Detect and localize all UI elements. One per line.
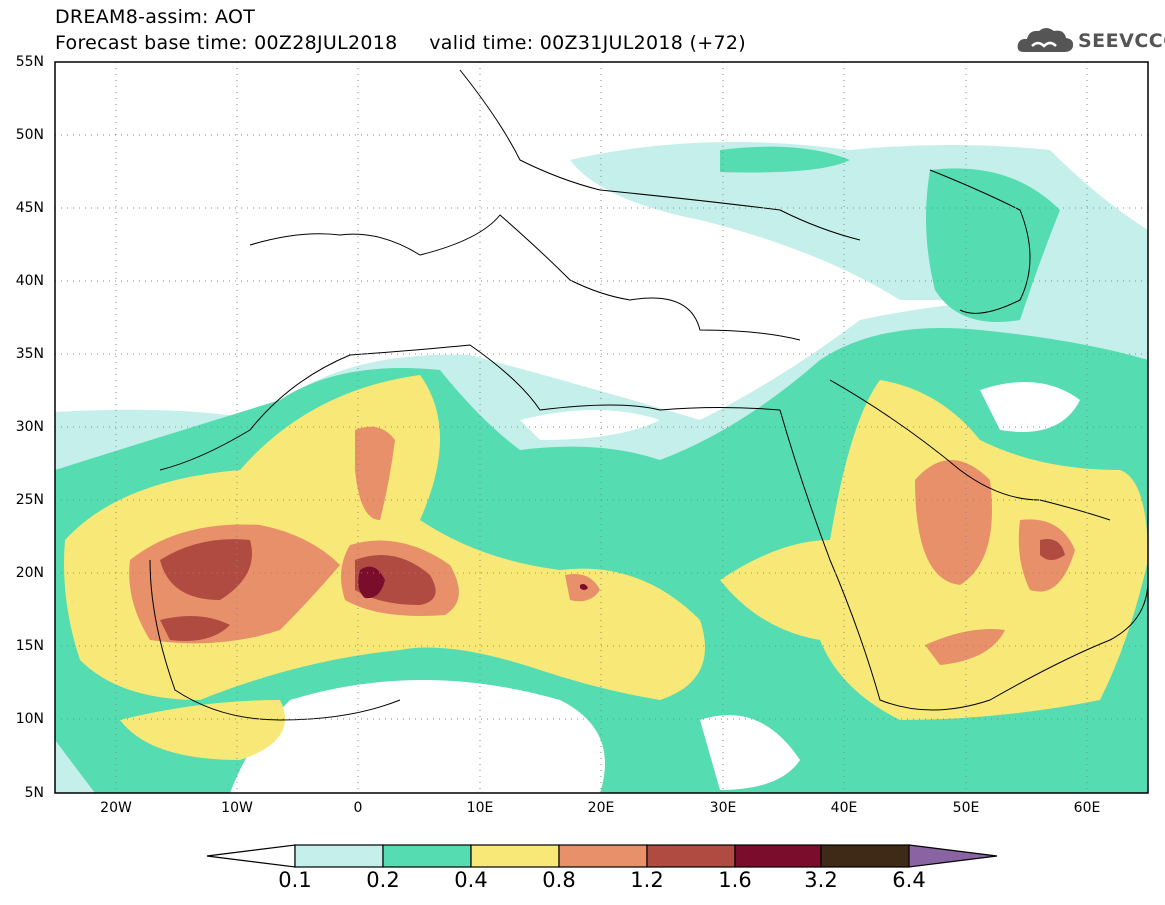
- seevccc-logo: SEEVCCC: [1016, 24, 1165, 58]
- lat-label-10n: 10N: [15, 711, 44, 727]
- logo-text: SEEVCCC: [1078, 30, 1165, 52]
- coastlines: [149, 69, 1148, 721]
- lat-label-50n: 50N: [15, 127, 44, 143]
- forecast-time-line: Forecast base time: 00Z28JUL2018 valid t…: [55, 32, 746, 54]
- lat-label-40n: 40N: [15, 273, 44, 289]
- lat-label-45n: 45N: [15, 200, 44, 216]
- lat-label-30n: 30N: [15, 419, 44, 435]
- lon-label-30e: 30E: [709, 800, 737, 816]
- colorbar-bin-3: [470, 844, 560, 868]
- colorbar-bin-5: [646, 844, 736, 868]
- colorbar-label: 0.2: [366, 868, 400, 892]
- lat-label-25n: 25N: [15, 492, 44, 508]
- lon-label-20w: 20W: [100, 800, 132, 816]
- lon-label-50e: 50E: [952, 800, 980, 816]
- aot-clear-areas: [230, 382, 1080, 793]
- plot-frame: [54, 61, 1149, 794]
- colorbar-bin-7: [820, 844, 910, 868]
- colorbar-bin-1: [294, 844, 384, 868]
- lat-label-55n: 55N: [15, 54, 44, 70]
- colorbar-label: 6.4: [892, 868, 926, 892]
- colorbar-bin-6: [734, 844, 822, 868]
- colorbar-label: 1.2: [630, 868, 664, 892]
- colorbar-label: 0.8: [542, 868, 576, 892]
- colorbar-bin-4: [558, 844, 648, 868]
- colorbar-bin-2: [382, 844, 472, 868]
- lon-label-10w: 10W: [221, 800, 253, 816]
- gridlines: [55, 62, 1148, 793]
- aot-band-1.6-3.2: [358, 566, 588, 599]
- lon-label-0: 0: [353, 800, 363, 816]
- cloud-icon: [1017, 28, 1074, 52]
- lat-label-35n: 35N: [15, 346, 44, 362]
- colorbar-under: [206, 844, 296, 868]
- lat-label-20n: 20N: [15, 565, 44, 581]
- lat-label-15n: 15N: [15, 638, 44, 654]
- colorbar-label: 0.1: [278, 868, 312, 892]
- map-title: DREAM8-assim: AOT: [55, 6, 256, 28]
- lon-label-60e: 60E: [1073, 800, 1101, 816]
- lon-label-10e: 10E: [466, 800, 494, 816]
- colorbar-label: 0.4: [454, 868, 488, 892]
- lon-label-20e: 20E: [587, 800, 615, 816]
- colorbar-label: 1.6: [718, 868, 752, 892]
- colorbar-label: 3.2: [804, 868, 838, 892]
- lat-label-5n: 5N: [24, 785, 44, 801]
- lon-label-40e: 40E: [830, 800, 858, 816]
- colorbar-over: [908, 844, 998, 868]
- colorbar: [206, 844, 998, 868]
